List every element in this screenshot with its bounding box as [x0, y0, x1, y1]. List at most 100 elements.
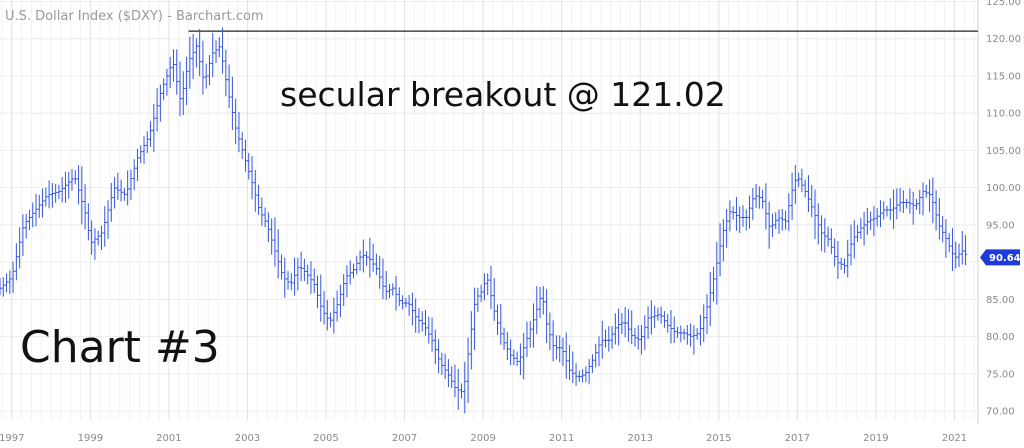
ohlc-bar: [250, 156, 254, 200]
ohlc-bar: [757, 186, 761, 209]
ohlc-bar: [499, 303, 503, 345]
x-tick-label: 2009: [470, 433, 495, 444]
ohlc-bar: [247, 152, 251, 180]
ohlc-bar: [14, 243, 18, 281]
ohlc-bar: [139, 145, 143, 164]
ohlc-bar: [872, 206, 876, 237]
ohlc-bar: [921, 182, 925, 216]
ohlc-bar: [914, 198, 919, 210]
ohlc-bar: [145, 131, 149, 153]
ohlc-bar: [564, 332, 568, 379]
ohlc-bar: [93, 228, 97, 260]
ohlc-bar: [531, 303, 536, 348]
ohlc-bar: [283, 257, 287, 298]
ohlc-bar: [810, 185, 814, 218]
ohlc-bar: [633, 328, 637, 347]
ohlc-bar: [702, 304, 706, 343]
ohlc-bar: [142, 136, 146, 164]
ohlc-bar: [184, 56, 189, 106]
ohlc-bar: [931, 177, 935, 224]
ohlc-bar: [338, 284, 343, 318]
ohlc-bar: [345, 265, 349, 298]
ohlc-bar: [895, 188, 899, 220]
ohlc-bar: [852, 220, 856, 259]
y-tick-label: 85.00: [986, 295, 1015, 306]
ohlc-bar: [109, 182, 113, 222]
ohlc-bar: [515, 351, 519, 366]
ohlc-bar: [836, 240, 840, 279]
ohlc-bar: [941, 216, 945, 243]
ohlc-bar: [878, 200, 883, 228]
ohlc-bar: [623, 307, 627, 338]
ohlc-bar: [558, 335, 562, 363]
ohlc-bar: [711, 266, 716, 302]
ohlc-bar: [181, 71, 185, 116]
y-axis: 70.0075.0080.0085.0090.0095.00100.00105.…: [977, 0, 1021, 424]
ohlc-bar: [741, 205, 745, 227]
ohlc-bar: [937, 197, 941, 240]
ohlc-bar: [823, 218, 827, 253]
ohlc-bar: [963, 235, 968, 266]
ohlc-bar: [669, 310, 673, 344]
y-tick-label: 105.00: [986, 146, 1021, 157]
ohlc-bar: [57, 184, 61, 199]
ohlc-bar: [548, 312, 552, 351]
ohlc-bar: [175, 49, 179, 95]
ohlc-bar: [31, 202, 35, 228]
ohlc-bar: [538, 286, 542, 318]
ohlc-bar: [299, 251, 303, 282]
ohlc-bar: [774, 212, 778, 230]
ohlc-bar: [476, 287, 480, 313]
ohlc-bar: [584, 366, 588, 383]
ohlc-bar: [479, 284, 483, 302]
ohlc-bar: [116, 172, 120, 200]
ohlc-bar: [518, 343, 523, 375]
ohlc-bar: [446, 359, 451, 387]
ohlc-bar: [731, 206, 735, 220]
y-tick-label: 100.00: [986, 183, 1021, 194]
ohlc-bar: [112, 177, 117, 209]
ohlc-bar: [243, 139, 248, 172]
ohlc-bar: [954, 241, 958, 269]
ohlc-bar: [466, 337, 470, 404]
ohlc-bar: [171, 49, 176, 82]
ohlc-bar: [325, 299, 329, 331]
ohlc-bar: [358, 250, 362, 271]
ohlc-bar: [387, 284, 392, 299]
ohlc-bar: [296, 257, 300, 291]
ohlc-bar: [747, 195, 752, 229]
ohlc-bar: [738, 206, 742, 233]
ohlc-bar: [561, 337, 565, 366]
y-tick-label: 95.00: [986, 220, 1015, 231]
ohlc-bar: [777, 209, 781, 234]
ohlc-bar: [600, 320, 604, 359]
ohlc-bar: [355, 255, 359, 275]
ohlc-bar: [201, 40, 205, 95]
ohlc-bar: [335, 290, 339, 322]
ohlc-bar: [292, 257, 297, 296]
ohlc-bar: [888, 198, 892, 221]
ohlc-bar: [482, 273, 487, 301]
ohlc-bar: [679, 325, 683, 343]
ohlc-bar: [227, 64, 231, 109]
x-tick-label: 2013: [627, 433, 652, 444]
ohlc-bar: [342, 274, 346, 307]
ohlc-bar: [685, 324, 689, 345]
ohlc-bar: [237, 111, 241, 153]
ohlc-bar: [27, 209, 32, 231]
ohlc-bar: [829, 228, 833, 255]
ohlc-bar: [463, 361, 467, 414]
ohlc-bar: [34, 193, 38, 227]
ohlc-bar: [450, 366, 454, 389]
ohlc-bar: [152, 103, 156, 152]
ohlc-bar: [90, 220, 94, 255]
ohlc-bar: [806, 175, 811, 213]
ohlc-bar: [430, 317, 434, 352]
ohlc-bar: [885, 205, 889, 217]
y-tick-label: 125.00: [986, 0, 1021, 8]
ohlc-bar: [855, 225, 860, 242]
ohlc-bar: [256, 184, 261, 215]
ohlc-bar: [908, 188, 912, 214]
ohlc-bar: [535, 286, 539, 335]
ohlc-bar: [695, 328, 699, 340]
